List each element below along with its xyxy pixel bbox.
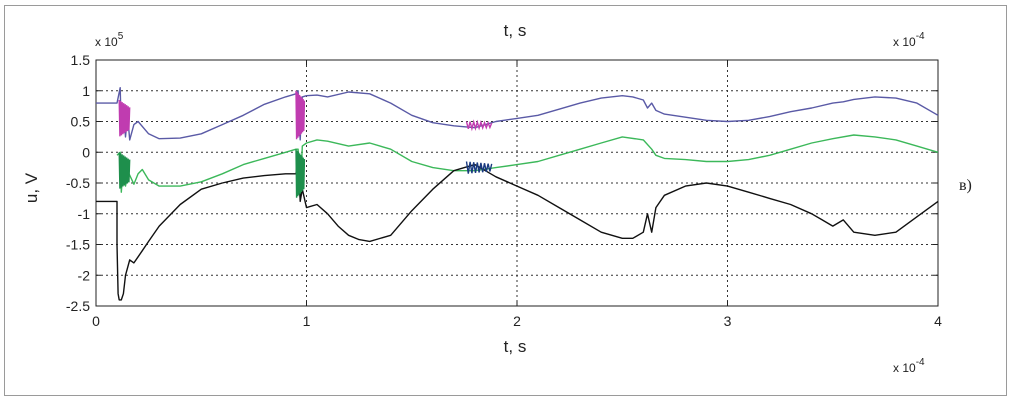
- y-multiplier-exponent: 5: [118, 31, 124, 42]
- x-tick-label: 1: [303, 313, 311, 329]
- series-line-upper: [96, 86, 939, 141]
- y-tick-label: -1.5: [66, 237, 90, 253]
- transient-burst: [118, 99, 131, 137]
- axis-ticks: 1.510.50-0.5-1-1.5-2-2.50 1 2 3 4: [66, 52, 942, 329]
- x-multiplier-top-exponent: -4: [916, 31, 925, 42]
- y-tick-label: -2.5: [66, 298, 90, 314]
- y-axis-label: u, V: [22, 172, 41, 203]
- series-line-lower: [96, 151, 939, 301]
- x-multiplier-bottom-exponent: -4: [916, 357, 925, 368]
- x-tick-label: 2: [513, 313, 521, 329]
- x-tick-label: 0: [92, 313, 100, 329]
- y-tick-label: 0: [82, 144, 90, 160]
- y-tick-label: 1.5: [71, 52, 91, 68]
- transient-burst: [118, 152, 131, 189]
- panel-label: в): [959, 177, 972, 194]
- x-tick-label: 3: [724, 313, 732, 329]
- y-multiplier-base: x 10: [95, 35, 118, 49]
- x-multiplier-bottom: x 10-4: [893, 357, 925, 375]
- transient-burst: [295, 149, 306, 198]
- x-tick-label: 4: [934, 313, 942, 329]
- series-line-middle: [116, 134, 939, 200]
- transient-burst: [465, 119, 493, 132]
- y-tick-label: -1: [78, 206, 91, 222]
- grid: [96, 60, 938, 306]
- y-tick-label: -0.5: [66, 175, 90, 191]
- x-axis-label: t, s: [504, 337, 527, 356]
- y-tick-label: -2: [78, 267, 91, 283]
- x-multiplier-top-base: x 10: [893, 35, 916, 49]
- y-tick-label: 1: [82, 83, 90, 99]
- chart-title: t, s: [504, 21, 527, 40]
- series-group: [96, 86, 939, 301]
- y-tick-label: 0.5: [71, 114, 91, 130]
- transient-burst: [295, 90, 306, 140]
- x-multiplier-top: x 10-4: [893, 31, 925, 49]
- figure-frame: [4, 5, 1007, 396]
- transient-burst: [465, 161, 493, 174]
- y-multiplier: x 105: [95, 31, 124, 49]
- x-multiplier-bottom-base: x 10: [893, 361, 916, 375]
